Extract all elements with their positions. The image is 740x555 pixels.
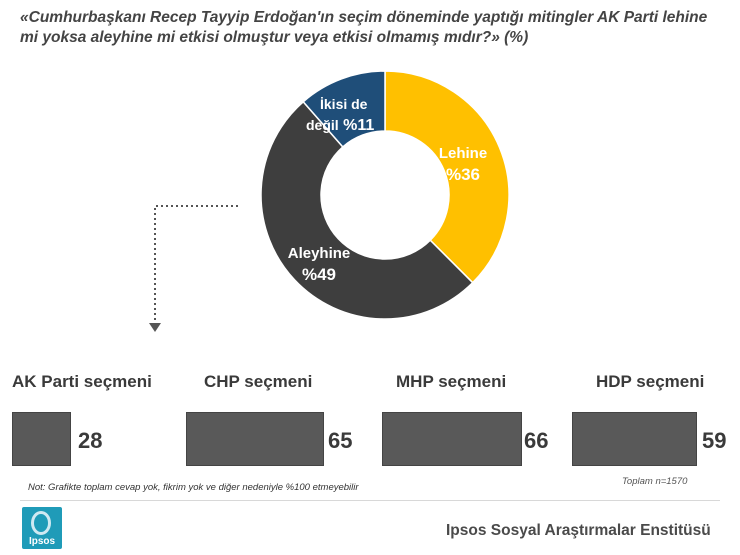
ipsos-logo: Ipsos — [22, 507, 62, 549]
label-aleyhine-pct: %49 — [301, 265, 337, 284]
bar-mhp — [382, 412, 522, 466]
group-label-chp: CHP seçmeni — [204, 372, 313, 391]
label-ikisi-de-degil: İkisi de değil %11 — [306, 94, 386, 136]
label-aleyhine-name: Aleyhine — [287, 245, 351, 262]
title-line-1: «Cumhurbaşkanı Recep Tayyip Erdoğan'ın s… — [20, 9, 708, 26]
footnote: Not: Grafikte toplam cevap yok, fikrim y… — [28, 482, 359, 493]
bar-ak-parti — [12, 412, 72, 466]
label-aleyhine: Aleyhine %49 — [274, 243, 364, 285]
bar-value-chp: 65 — [328, 428, 353, 453]
connector-line — [154, 205, 238, 326]
label-lehine-name: Lehine — [438, 145, 488, 162]
group-label-ak-parti: AK Parti seçmeni — [12, 372, 152, 391]
arrow-head-icon — [149, 323, 161, 332]
logo-ring-icon — [31, 511, 51, 535]
chart-title: «Cumhurbaşkanı Recep Tayyip Erdoğan'ın s… — [20, 8, 720, 48]
title-line-2: mi yoksa aleyhine mi etkisi olmuştur vey… — [20, 28, 720, 48]
label-ikisi-line-2: değil %11 — [306, 115, 386, 136]
footer-divider — [20, 500, 720, 501]
bar-value-ak-parti: 28 — [78, 428, 103, 453]
title-suffix: (%) — [499, 29, 529, 46]
footer-institute: Ipsos Sosyal Araştırmalar Enstitüsü — [446, 522, 711, 539]
title-question-end: mi yoksa aleyhine mi etkisi olmuştur vey… — [20, 29, 500, 46]
label-lehine-pct: %36 — [445, 165, 481, 184]
label-lehine: Lehine %36 — [432, 143, 494, 185]
slice-ikisi-de-degil — [302, 70, 386, 148]
label-ikisi-pct: %11 — [343, 117, 375, 134]
sample-size: Toplam n=1570 — [622, 476, 688, 487]
label-ikisi-name-1: İkisi de — [320, 96, 368, 112]
bar-chp — [186, 412, 324, 466]
group-label-hdp: HDP seçmeni — [596, 372, 705, 391]
bar-value-hdp: 59 — [702, 428, 727, 453]
slice-aleyhine — [260, 100, 474, 320]
bar-hdp — [572, 412, 698, 466]
slice-lehine — [384, 70, 510, 284]
logo-text: Ipsos — [28, 536, 56, 547]
group-label-mhp: MHP seçmeni — [396, 372, 507, 391]
bar-value-mhp: 66 — [524, 428, 549, 453]
label-ikisi-name-2: değil — [306, 117, 339, 133]
